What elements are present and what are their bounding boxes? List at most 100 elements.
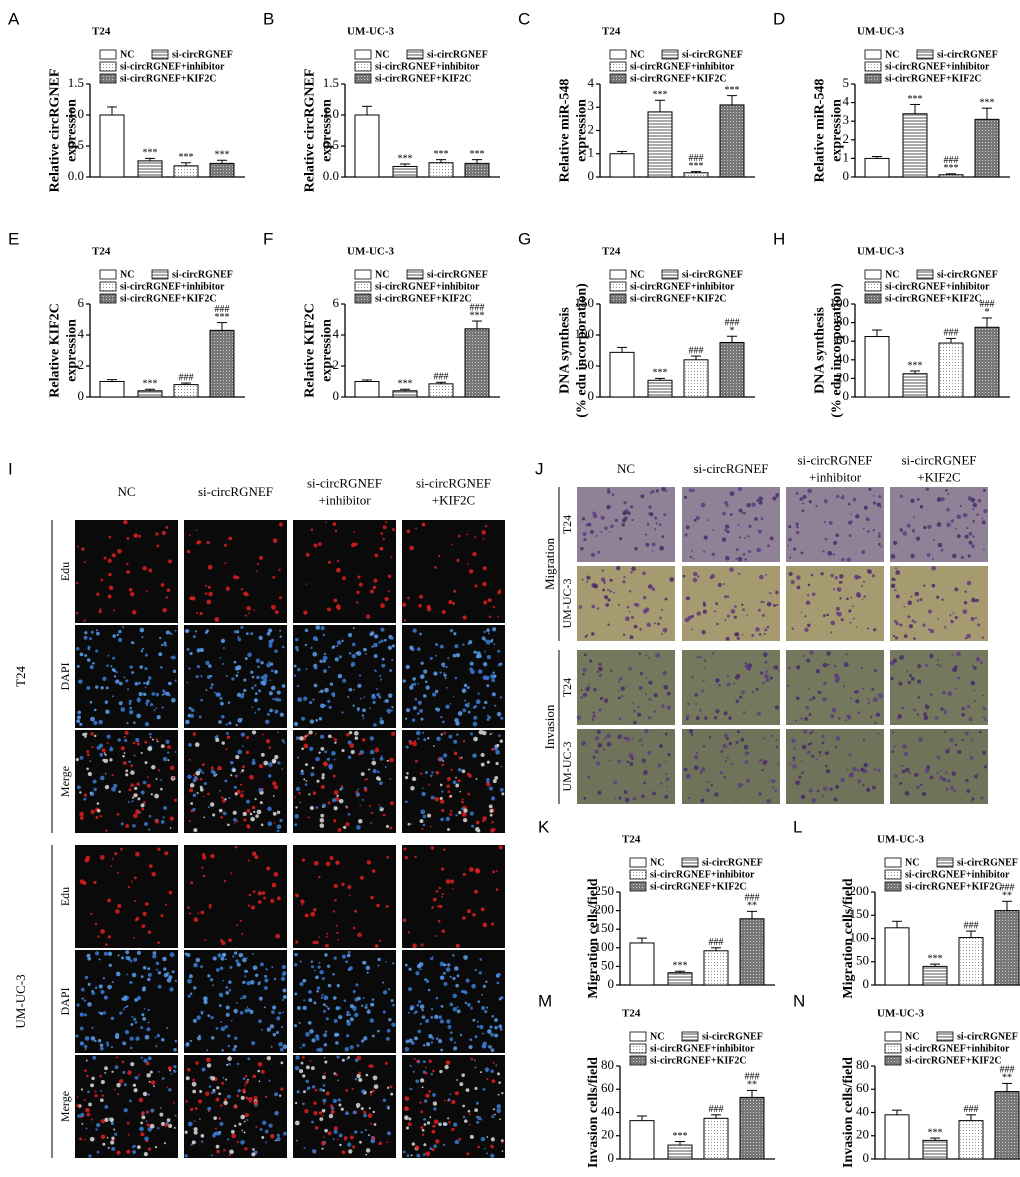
cell (171, 697, 176, 703)
cell (246, 809, 251, 813)
cell (134, 1020, 138, 1024)
cell (309, 1060, 312, 1062)
cell (278, 522, 283, 527)
cell (327, 1008, 330, 1010)
cell (332, 973, 335, 976)
y-tick-label: 0 (863, 976, 870, 991)
cell (358, 674, 362, 677)
bar (209, 329, 235, 398)
cell (205, 660, 210, 666)
cell (722, 743, 727, 749)
cell (468, 867, 474, 872)
cell (117, 954, 120, 957)
cell (199, 647, 204, 653)
cell (76, 664, 80, 668)
cell (486, 628, 490, 632)
cell (891, 577, 895, 582)
cell (435, 890, 439, 893)
cell (230, 760, 234, 765)
cell (345, 822, 350, 827)
cell (335, 860, 340, 865)
cell (161, 706, 164, 709)
cell (793, 547, 797, 551)
cell (105, 943, 108, 946)
cell (124, 1029, 130, 1035)
cell (274, 1092, 279, 1097)
cell (83, 793, 88, 797)
cell (138, 1073, 141, 1076)
cell (371, 694, 376, 700)
cell (242, 745, 244, 748)
cell (132, 824, 136, 828)
cell (334, 741, 337, 744)
legend-label: si-circRGNEF (937, 49, 998, 60)
cell (168, 975, 173, 980)
cell (590, 552, 596, 558)
cell (129, 1046, 133, 1050)
cell (102, 676, 107, 681)
cell (252, 952, 254, 955)
cell (725, 636, 730, 641)
cell (409, 1087, 412, 1091)
cell (258, 764, 264, 769)
cell (405, 717, 408, 720)
cell (308, 998, 313, 1003)
cell (134, 786, 138, 790)
cell (747, 751, 750, 755)
cell (724, 619, 727, 621)
cell (85, 1107, 90, 1113)
cell (347, 885, 352, 890)
cell (237, 636, 240, 638)
cell (969, 756, 974, 760)
cell (116, 1150, 121, 1155)
cell (482, 816, 487, 821)
cell (622, 580, 626, 584)
cell (90, 912, 93, 916)
cell (470, 732, 473, 736)
cell (471, 983, 476, 989)
cell (111, 1136, 115, 1140)
cell (723, 711, 728, 716)
bar (683, 172, 709, 178)
cell (434, 1014, 439, 1020)
cell (457, 711, 463, 716)
cell (157, 941, 160, 944)
cell (824, 751, 829, 756)
cell (366, 971, 369, 974)
cell (751, 633, 755, 637)
cell (132, 936, 135, 939)
cell (418, 962, 424, 967)
y-tick-label: 3 (843, 112, 850, 127)
cell (802, 502, 804, 505)
cell (474, 705, 478, 708)
cell (695, 751, 699, 755)
y-tick-label: 1.5 (323, 75, 339, 90)
cell (590, 632, 595, 636)
cell (386, 1086, 390, 1089)
cell (191, 596, 196, 601)
cell (776, 763, 779, 766)
cell (347, 1142, 352, 1147)
cell (263, 760, 269, 766)
cell (220, 956, 225, 961)
cell (341, 639, 344, 643)
cell (248, 893, 252, 897)
cell (811, 592, 816, 597)
cell (336, 1055, 340, 1059)
cell (419, 1078, 425, 1083)
cell (946, 507, 950, 512)
cell (307, 1021, 312, 1025)
cell (334, 1032, 339, 1037)
cell (490, 1048, 495, 1053)
y-axis-label: Migration cells/field (586, 878, 601, 998)
cell (122, 1041, 127, 1046)
bar (884, 1114, 910, 1160)
cell (764, 628, 768, 632)
cell (966, 580, 972, 586)
cell (485, 980, 488, 984)
cell (253, 698, 259, 703)
cell (358, 752, 361, 756)
cell (352, 989, 356, 994)
cell (92, 1055, 97, 1060)
